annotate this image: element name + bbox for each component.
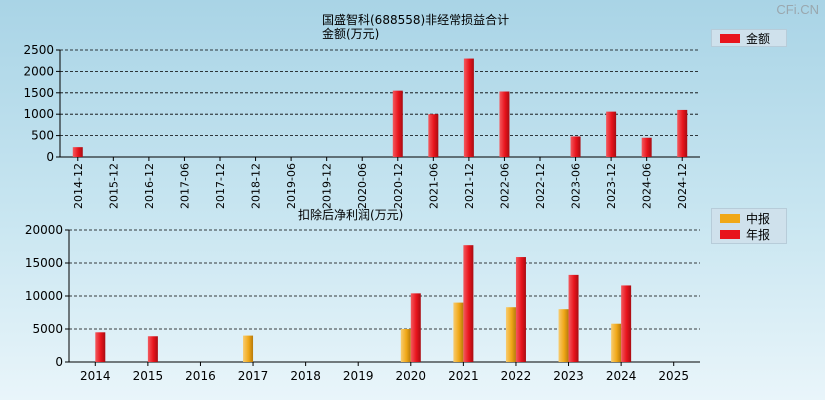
x-tick-label: 2020 bbox=[396, 369, 427, 383]
legend-swatch-red bbox=[720, 33, 740, 43]
chart-bottom: 0 5000 10000 15000 20000 2014 2015 2016 2017 2018… bbox=[25, 223, 700, 383]
y-tick-label: 500 bbox=[31, 129, 54, 143]
x-tick-label: 2020-12 bbox=[392, 163, 405, 209]
x-tick-label: 2021-12 bbox=[463, 163, 476, 209]
bar bbox=[505, 307, 516, 362]
x-tick-label: 2020-06 bbox=[356, 163, 369, 209]
y-tick-label: 2000 bbox=[23, 64, 54, 78]
bar bbox=[641, 137, 652, 157]
bar bbox=[410, 293, 421, 362]
bar bbox=[72, 147, 83, 157]
x-tick-label: 2018 bbox=[290, 369, 321, 383]
legend-item-annual: 年报 bbox=[712, 226, 786, 242]
bar bbox=[392, 90, 403, 157]
x-tick-label: 2023 bbox=[553, 369, 584, 383]
legend-item-interim: 中报 bbox=[712, 210, 786, 226]
x-tick-label: 2024-06 bbox=[641, 163, 654, 209]
bar bbox=[499, 91, 510, 157]
chart2-legend: 中报 年报 bbox=[711, 208, 787, 244]
legend-label-interim: 中报 bbox=[746, 211, 771, 226]
y-tick-label: 0 bbox=[55, 355, 63, 369]
bar bbox=[243, 335, 254, 362]
chart1-legend: 金额 bbox=[711, 29, 787, 47]
y-tick-label: 5000 bbox=[32, 322, 63, 336]
bar bbox=[568, 274, 579, 362]
y-tick-label: 20000 bbox=[25, 223, 63, 237]
bar bbox=[606, 111, 617, 157]
legend-label-annual: 年报 bbox=[746, 227, 771, 242]
x-tick-label: 2025 bbox=[658, 369, 689, 383]
x-tick-label: 2024-12 bbox=[676, 163, 689, 209]
bar bbox=[570, 136, 581, 157]
x-tick-label: 2023-12 bbox=[605, 163, 618, 209]
x-tick-label: 2022-12 bbox=[534, 163, 547, 209]
bar bbox=[453, 302, 464, 362]
bar bbox=[428, 114, 439, 157]
y-tick-label: 10000 bbox=[25, 289, 63, 303]
x-tick-label: 2017 bbox=[238, 369, 269, 383]
bar bbox=[558, 309, 569, 362]
x-tick-label: 2021 bbox=[448, 369, 479, 383]
bar bbox=[677, 109, 688, 157]
bar bbox=[515, 257, 526, 362]
chart1-unit-label: 金额(万元) bbox=[322, 27, 380, 41]
x-tick-label: 2015-12 bbox=[107, 163, 120, 209]
legend-swatch-orange bbox=[720, 213, 740, 223]
legend-item-amount: 金额 bbox=[712, 30, 786, 46]
x-tick-label: 2017-06 bbox=[178, 163, 191, 209]
x-tick-label: 2019 bbox=[343, 369, 374, 383]
x-tick-label: 2016 bbox=[185, 369, 216, 383]
chart2-title: 扣除后净利润(万元) bbox=[298, 208, 404, 222]
x-tick-label: 2016-12 bbox=[143, 163, 156, 209]
y-tick-label: 15000 bbox=[25, 256, 63, 270]
x-tick-label: 2024 bbox=[606, 369, 637, 383]
bar bbox=[621, 285, 632, 362]
legend-label-amount: 金额 bbox=[746, 31, 771, 46]
x-tick-label: 2014 bbox=[80, 369, 111, 383]
x-tick-label: 2021-06 bbox=[427, 163, 440, 209]
x-tick-label: 2023-06 bbox=[570, 163, 583, 209]
y-tick-label: 1500 bbox=[23, 86, 54, 100]
chart-top: 0 500 1000 1500 2000 2500 2014-12 2015-12 2016-1… bbox=[23, 43, 700, 209]
x-tick-label: 2017-12 bbox=[214, 163, 227, 209]
bar bbox=[463, 58, 474, 158]
x-tick-label: 2022-06 bbox=[498, 163, 511, 209]
bar bbox=[400, 329, 411, 362]
bar bbox=[95, 332, 106, 362]
x-tick-label: 2014-12 bbox=[72, 163, 85, 209]
watermark: CFi.CN bbox=[776, 2, 819, 17]
bar bbox=[463, 245, 474, 362]
x-tick-label: 2019-06 bbox=[285, 163, 298, 209]
x-tick-label: 2022 bbox=[501, 369, 532, 383]
bar bbox=[611, 323, 622, 362]
bar bbox=[147, 336, 158, 362]
x-tick-label: 2019-12 bbox=[321, 163, 334, 209]
x-tick-label: 2015 bbox=[133, 369, 164, 383]
y-tick-label: 1000 bbox=[23, 107, 54, 121]
chart1-title: 国盛智科(688558)非经常损益合计 bbox=[322, 13, 510, 27]
y-tick-label: 2500 bbox=[23, 43, 54, 57]
legend-swatch-red bbox=[720, 229, 740, 239]
y-tick-label: 0 bbox=[46, 150, 54, 164]
x-tick-label: 2018-12 bbox=[250, 163, 263, 209]
